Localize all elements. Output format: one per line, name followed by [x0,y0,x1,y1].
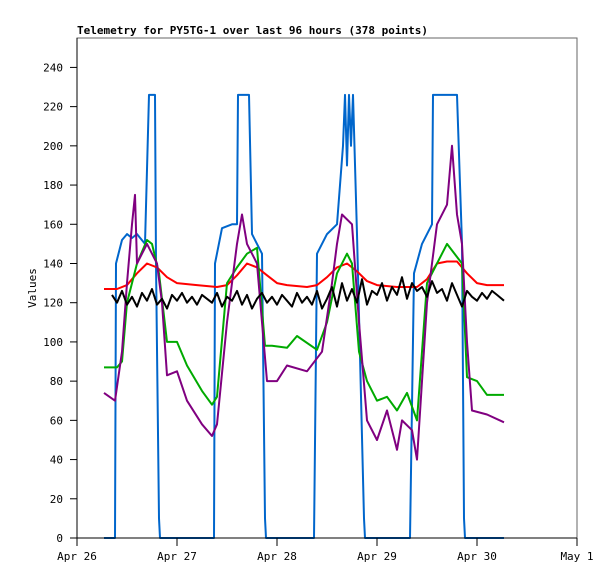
y-tick-label: 220 [43,101,63,114]
plot-frame [76,37,578,539]
x-ticks: Apr 26 Apr 27 Apr 28 Apr 29 Apr 30 May 1 [57,538,594,563]
y-tick-label: 100 [43,336,63,349]
y-tick-label: 140 [43,257,63,270]
y-tick-label: 20 [50,493,63,506]
y-tick-label: 0 [56,532,63,545]
x-tick-label: Apr 29 [357,550,397,563]
series-line-purple [103,144,505,461]
x-tick-label: Apr 30 [457,550,497,563]
series-line-black [111,276,505,310]
y-tick-label: 120 [43,297,63,310]
x-tick-label: May 1 [560,550,593,563]
y-tick-label: 160 [43,218,63,231]
y-tick-label: 80 [50,375,63,388]
series-line-red [104,260,504,290]
y-tick-label: 200 [43,140,63,153]
y-axis-label: Values [26,268,39,308]
x-tick-label: Apr 28 [257,550,297,563]
y-tick-label: 60 [50,414,63,427]
chart-title: Telemetry for PY5TG-1 over last 96 hours… [77,24,428,37]
y-ticks: 0 20 40 60 80 100 120 140 160 180 200 220 240 [43,61,77,545]
y-tick-label: 40 [50,454,63,467]
y-tick-label: 180 [43,179,63,192]
series-layer [103,93,505,539]
x-tick-label: Apr 26 [57,550,97,563]
y-tick-label: 240 [43,61,63,74]
x-tick-label: Apr 27 [157,550,197,563]
